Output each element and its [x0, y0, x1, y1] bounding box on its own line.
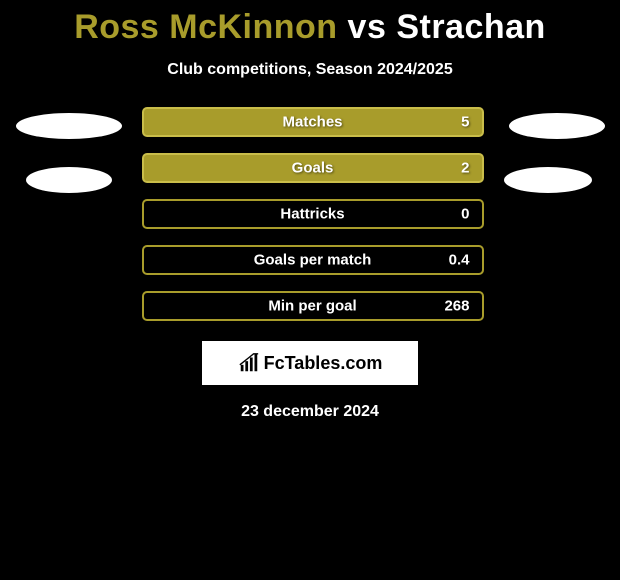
stat-bar: Goals 2	[142, 153, 484, 183]
player2-name: Strachan	[396, 8, 546, 46]
left-ellipse	[26, 167, 112, 193]
content-row: Matches 5 Goals 2 Hattricks 0 Goals per match 0…	[0, 107, 620, 321]
bar-value: 5	[461, 114, 469, 131]
date-text: 23 december 2024	[241, 403, 379, 421]
bar-label: Goals	[292, 160, 334, 177]
left-ellipses	[16, 107, 122, 193]
bar-value: 0.4	[449, 252, 470, 269]
right-ellipse	[509, 113, 605, 139]
player1-name: Ross McKinnon	[74, 8, 337, 46]
bar-value: 268	[444, 298, 469, 315]
stat-bar: Hattricks 0	[142, 199, 484, 229]
right-ellipses	[504, 107, 605, 193]
right-ellipse	[504, 167, 592, 193]
bar-label: Min per goal	[268, 298, 356, 315]
stat-bar: Min per goal 268	[142, 291, 484, 321]
stat-bar: Matches 5	[142, 107, 484, 137]
comparison-card: Ross McKinnon vs Strachan Club competiti…	[0, 0, 620, 421]
bar-label: Matches	[282, 114, 342, 131]
logo-text: FcTables.com	[264, 353, 383, 374]
page-title: Ross McKinnon vs Strachan	[74, 8, 546, 47]
subtitle: Club competitions, Season 2024/2025	[167, 61, 452, 79]
bars-column: Matches 5 Goals 2 Hattricks 0 Goals per match 0…	[142, 107, 484, 321]
bar-label: Goals per match	[254, 252, 372, 269]
logo-box: FcTables.com	[202, 341, 418, 385]
stat-bar: Goals per match 0.4	[142, 245, 484, 275]
bar-value: 2	[461, 160, 469, 177]
vs-text: vs	[338, 8, 397, 46]
left-ellipse	[16, 113, 122, 139]
bar-value: 0	[461, 206, 469, 223]
chart-icon	[238, 352, 260, 374]
bar-label: Hattricks	[280, 206, 344, 223]
